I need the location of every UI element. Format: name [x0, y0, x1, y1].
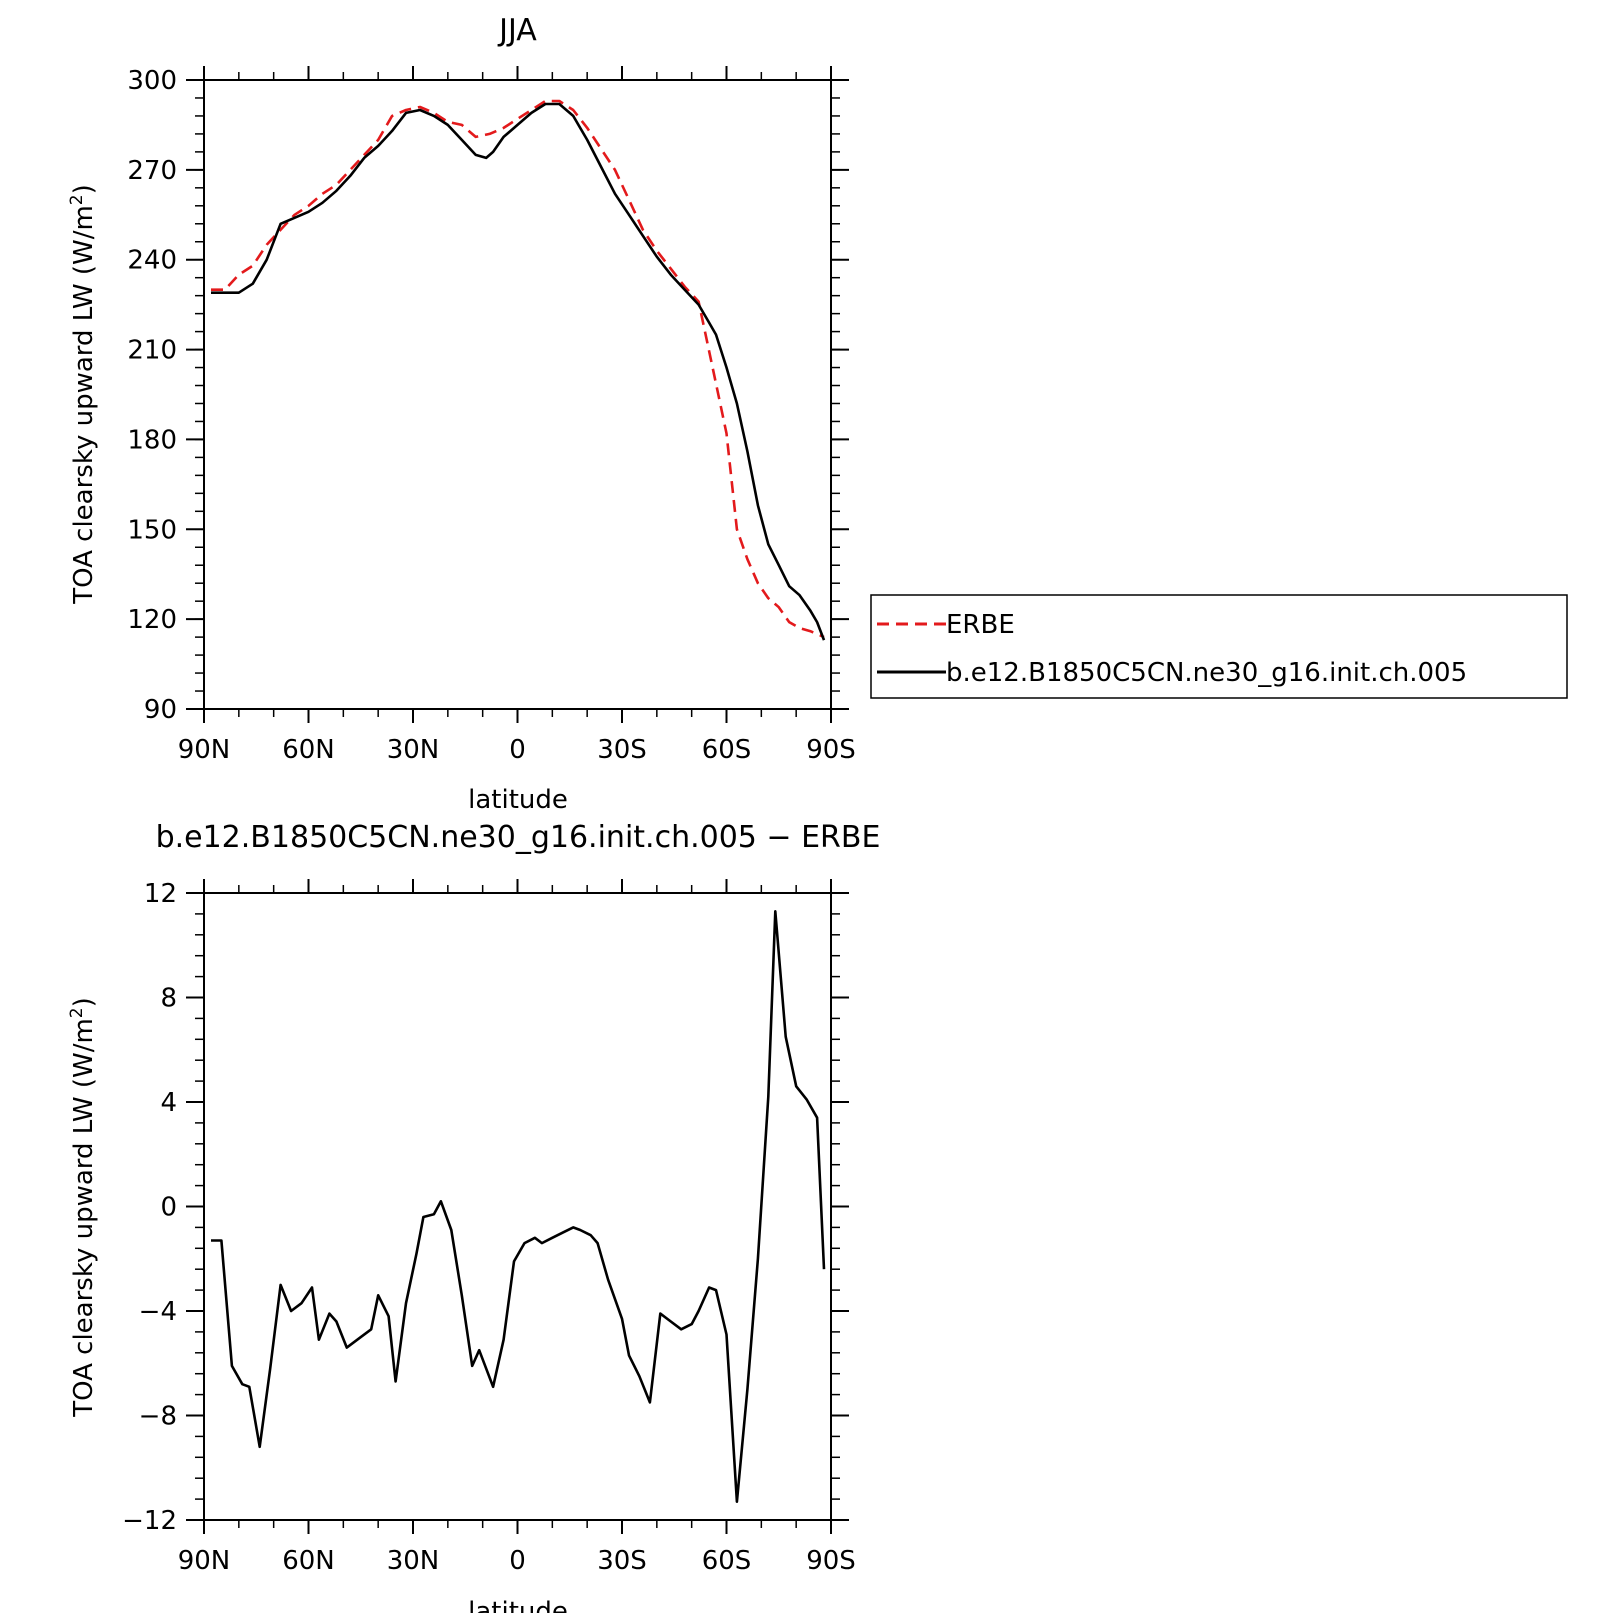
top-y-axis-title: TOA clearsky upward LW (W/m2)	[67, 184, 99, 605]
top-y-tick-label: 300	[127, 66, 177, 96]
bottom-y-axis-title: TOA clearsky upward LW (W/m2)	[67, 997, 99, 1418]
top-panel-axes: 90N 60N 30N 0 30S 60S 90S 90 120 150 180 210 240 270 3…	[127, 66, 856, 765]
top-y-tick-label: 270	[127, 156, 177, 186]
bottom-y-tick-label: −8	[139, 1402, 177, 1432]
top-series-line-1	[211, 102, 826, 641]
bottom-x-axis-title: latitude	[468, 1597, 568, 1613]
bottom-panel-axes: 90N 60N 30N 0 30S 60S 90S −12 −8 −4 0 4 8 12	[122, 879, 856, 1576]
top-x-axis-title: latitude	[468, 785, 568, 815]
top-y-tick-label: 120	[127, 605, 177, 635]
bottom-y-tick-label: 0	[160, 1193, 177, 1223]
bottom-panel-title: b.e12.B1850C5CN.ne30_g16.init.ch.005 − E…	[156, 820, 881, 855]
bottom-plot-frame	[203, 892, 832, 1521]
top-y-tick-label: 210	[127, 336, 177, 366]
top-y-tick-label: 180	[127, 425, 177, 455]
bottom-panel: b.e12.B1850C5CN.ne30_g16.init.ch.005 − E…	[67, 820, 880, 1613]
bottom-y-tick-label: −12	[122, 1506, 177, 1536]
top-plot-frame	[203, 79, 832, 710]
bottom-x-tick-label: 30N	[387, 1546, 440, 1576]
bottom-x-tick-label: 90S	[806, 1546, 856, 1576]
top-x-tick-label: 90N	[178, 735, 231, 765]
top-x-tick-label: 0	[509, 735, 526, 765]
top-x-tick-label: 90S	[806, 735, 856, 765]
bottom-y-tick-label: −4	[139, 1297, 177, 1327]
bottom-x-tick-label: 60S	[702, 1546, 752, 1576]
bottom-y-tick-label: 8	[160, 984, 177, 1014]
bottom-y-tick-label: 4	[160, 1088, 177, 1118]
bottom-panel-marks	[211, 910, 826, 1503]
top-series-line-0	[211, 99, 825, 639]
legend-label-erbe: ERBE	[946, 610, 1015, 640]
bottom-x-tick-label: 0	[509, 1546, 526, 1576]
top-y-tick-label: 150	[127, 515, 177, 545]
top-y-tick-label: 240	[127, 246, 177, 276]
legend: ERBE b.e12.B1850C5CN.ne30_g16.init.ch.00…	[870, 594, 1568, 699]
bottom-x-tick-label: 30S	[597, 1546, 647, 1576]
bottom-series-line-0	[211, 910, 826, 1503]
top-panel-marks	[211, 99, 826, 641]
top-panel-title: JJA	[497, 13, 537, 48]
bottom-x-tick-label: 60N	[282, 1546, 335, 1576]
top-x-tick-label: 30N	[387, 735, 440, 765]
top-x-tick-label: 60N	[282, 735, 335, 765]
bottom-y-tick-label: 12	[144, 879, 177, 909]
bottom-x-tick-label: 90N	[178, 1546, 231, 1576]
top-x-tick-label: 60S	[702, 735, 752, 765]
top-x-tick-label: 30S	[597, 735, 647, 765]
top-panel: JJA 90N 60N 30N 0 30S 60S 90S 90 120 150 180 210 240…	[67, 13, 856, 815]
top-y-tick-label: 90	[144, 695, 177, 725]
legend-box	[870, 594, 1568, 699]
legend-label-model: b.e12.B1850C5CN.ne30_g16.init.ch.005	[946, 658, 1467, 688]
